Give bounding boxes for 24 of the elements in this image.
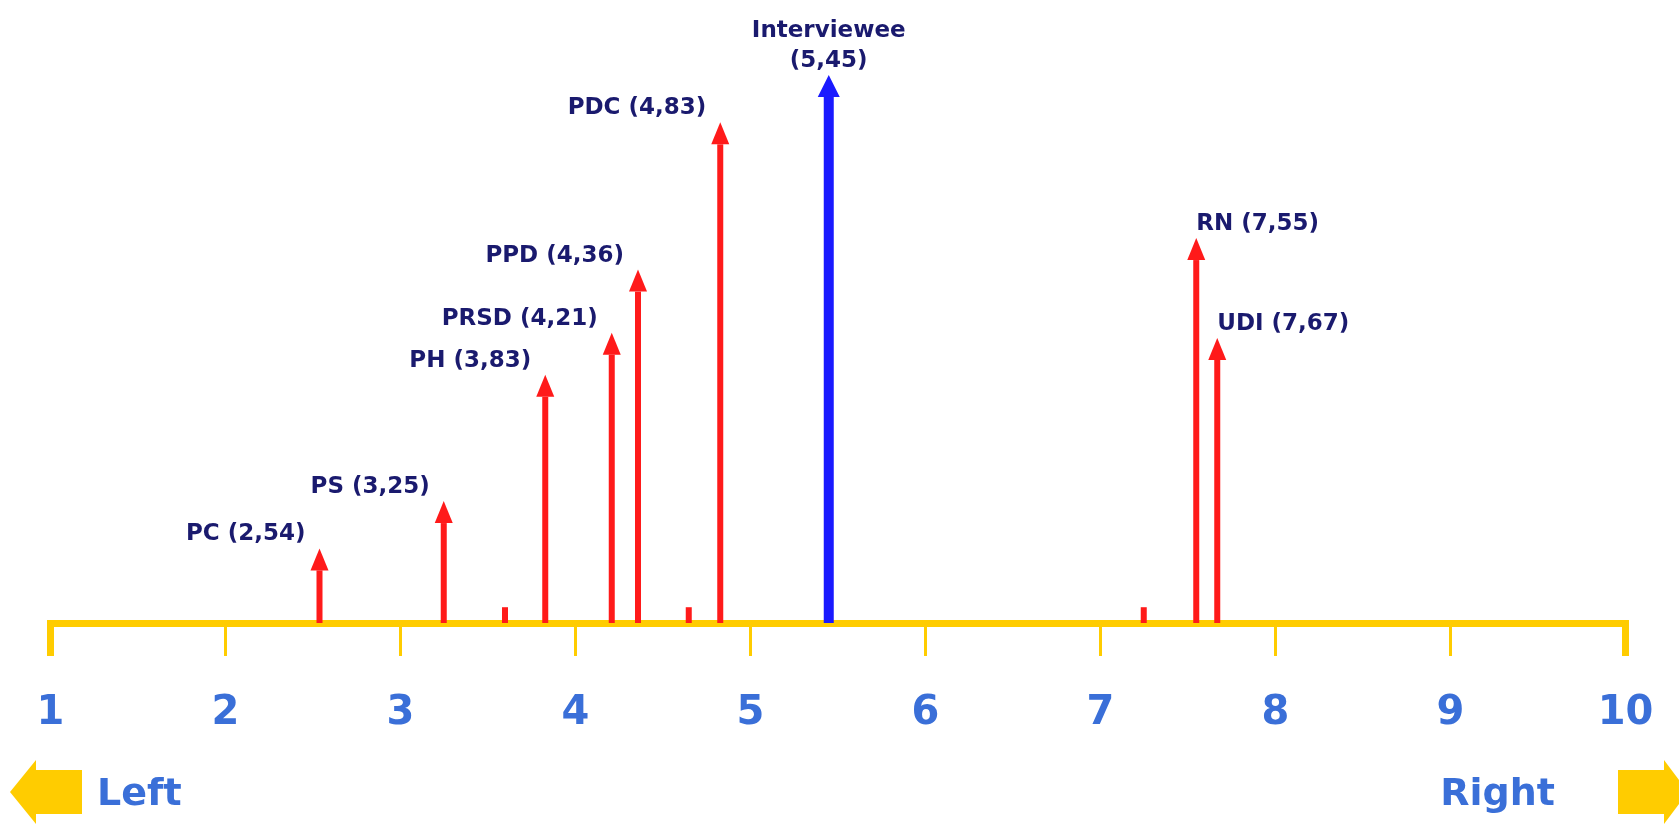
x-tick-label: 3 — [386, 687, 415, 734]
x-tick-label: 8 — [1261, 687, 1290, 734]
x-tick-label: 7 — [1086, 687, 1115, 734]
x-tick-label: 2 — [211, 687, 240, 734]
text: Left — [97, 770, 182, 814]
bar — [1140, 607, 1147, 623]
annotation: PC (2,54) — [185, 519, 306, 546]
annotation: Interviewee (5,45) — [751, 16, 906, 72]
bar — [685, 607, 692, 623]
text: Right — [1440, 770, 1555, 814]
x-tick-label: 5 — [736, 687, 765, 734]
x-tick-label: 10 — [1597, 687, 1654, 734]
x-tick-label: 9 — [1436, 687, 1465, 734]
annotation: PPD (4,36) — [485, 240, 624, 267]
bar — [502, 607, 508, 623]
annotation: PRSD (4,21) — [441, 303, 598, 330]
annotation: RN (7,55) — [1196, 209, 1319, 236]
x-tick-label: 1 — [36, 687, 65, 734]
annotation: PS (3,25) — [310, 472, 430, 499]
annotation: UDI (7,67) — [1217, 309, 1350, 335]
x-tick-label: 4 — [561, 687, 590, 734]
annotation: PDC (4,83) — [567, 93, 707, 120]
annotation: PH (3,83) — [409, 345, 532, 372]
x-tick-label: 6 — [911, 687, 940, 734]
